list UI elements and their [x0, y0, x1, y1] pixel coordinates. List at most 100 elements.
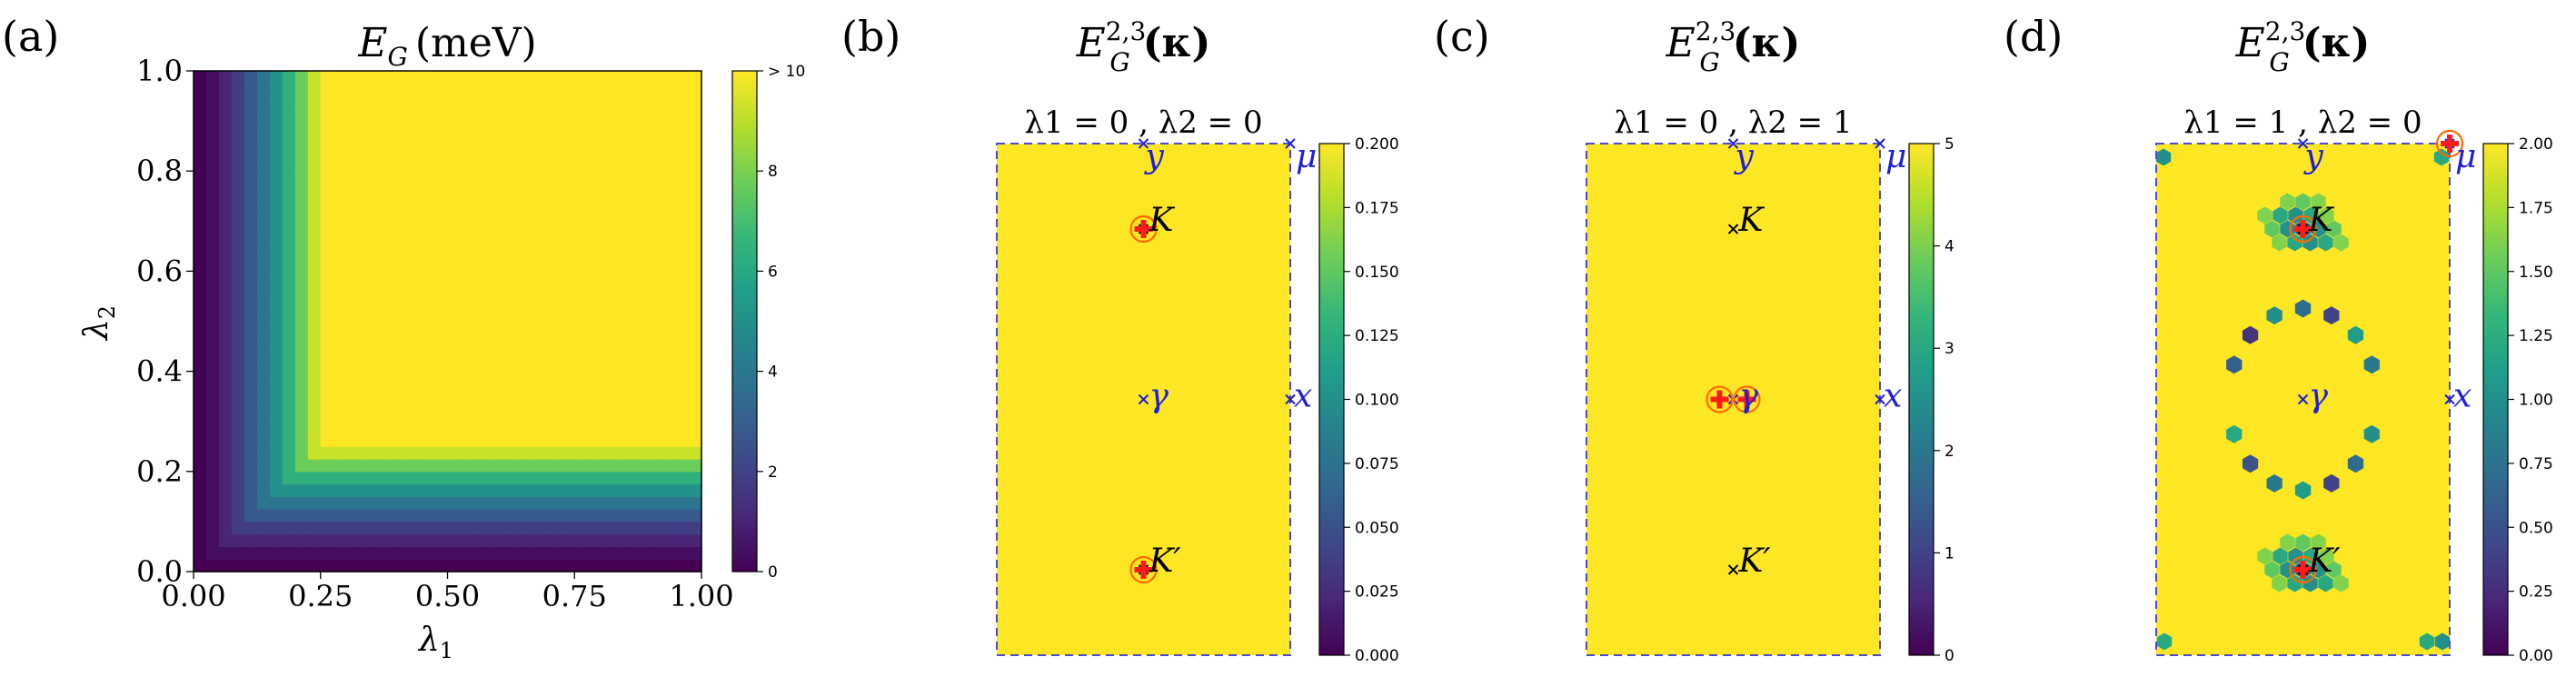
heat-cell	[523, 145, 537, 160]
heat-cell	[320, 195, 334, 210]
heat-cell	[244, 459, 258, 473]
heat-cell	[689, 509, 702, 523]
heat-cell	[689, 321, 702, 334]
hex-cell	[2280, 533, 2295, 552]
heat-cell	[536, 371, 550, 384]
heat-cell	[498, 334, 512, 347]
heat-cell	[194, 121, 207, 134]
heat-cell	[600, 133, 613, 147]
heat-cell	[244, 396, 258, 410]
heat-cell	[307, 396, 322, 410]
heat-cell	[447, 95, 462, 109]
heat-cell	[549, 408, 562, 423]
heat-cell	[574, 533, 588, 548]
heat-cell	[256, 546, 271, 560]
colorbar-tick-label: 0.100	[1355, 392, 1399, 410]
heat-cell	[638, 133, 651, 147]
heat-cell	[194, 208, 207, 222]
heat-cell	[282, 408, 296, 423]
heat-cell	[536, 346, 550, 360]
heat-cell	[307, 546, 322, 560]
heat-cell	[269, 559, 283, 572]
heat-cell	[676, 521, 690, 535]
colorbar-tick-label: 0	[1944, 647, 1954, 665]
heat-cell	[472, 145, 487, 160]
heat-cell	[485, 145, 499, 160]
hex-cell	[2303, 206, 2319, 224]
heat-cell	[218, 559, 233, 572]
heat-cell	[194, 334, 207, 347]
heat-cell	[523, 295, 537, 310]
heat-cell	[689, 71, 702, 85]
heat-cell	[434, 546, 449, 560]
heat-cell	[371, 321, 385, 334]
heat-cell	[562, 358, 575, 373]
heat-cell	[600, 271, 613, 284]
heat-cell	[333, 271, 347, 284]
heat-cell	[574, 71, 588, 85]
heat-cell	[574, 145, 588, 160]
heat-cell	[600, 121, 613, 134]
hex-cell	[2156, 632, 2173, 651]
heat-cell	[269, 221, 283, 234]
heat-cell	[638, 408, 651, 423]
heat-cell	[282, 221, 296, 234]
heat-cell	[205, 471, 220, 485]
heat-cell	[562, 271, 575, 284]
heat-cell	[231, 433, 245, 447]
heat-cell	[600, 346, 613, 360]
heat-cell	[676, 158, 690, 172]
heat-cell	[358, 421, 373, 435]
heat-cell	[638, 258, 651, 273]
heat-cell	[396, 321, 411, 334]
heat-cell	[612, 408, 626, 423]
heat-cell	[218, 496, 233, 510]
heat-cell	[218, 346, 233, 360]
heat-cell	[269, 208, 283, 222]
heat-cell	[574, 195, 588, 210]
heat-cell	[638, 383, 651, 397]
heat-cell	[422, 284, 436, 297]
heat-cell	[460, 158, 474, 172]
heat-cell	[434, 321, 449, 334]
heat-cell	[396, 221, 411, 234]
heat-cell	[523, 509, 537, 523]
heat-cell	[638, 71, 651, 85]
heat-cell	[676, 358, 690, 373]
point-label: μ	[2455, 138, 2476, 175]
heat-cell	[663, 521, 677, 535]
heat-cell	[409, 446, 423, 460]
heat-cell	[205, 433, 220, 447]
heat-cell	[523, 334, 537, 347]
heat-cell	[294, 108, 309, 122]
heat-cell	[282, 258, 296, 273]
heat-cell	[307, 446, 322, 460]
hex-cell	[2242, 454, 2259, 473]
heat-cell	[689, 546, 702, 560]
heat-cell	[383, 371, 398, 384]
heat-cell	[651, 234, 664, 247]
heat-cell	[536, 183, 550, 197]
heat-cell	[612, 195, 626, 210]
heat-cell	[485, 421, 499, 435]
heat-cell	[231, 234, 245, 247]
heat-cell	[689, 533, 702, 548]
heat-cell	[549, 108, 562, 122]
heat-cell	[549, 334, 562, 347]
heat-cell	[511, 145, 524, 160]
heat-cell	[320, 321, 334, 334]
heat-cell	[205, 133, 220, 147]
panel-label-b: (b)	[841, 12, 900, 61]
heat-cell	[587, 271, 601, 284]
heat-cell	[562, 471, 575, 485]
heat-cell	[282, 158, 296, 172]
heat-cell	[307, 245, 322, 260]
heat-cell	[689, 334, 702, 347]
heat-cell	[256, 158, 271, 172]
high-symmetry-point: x	[1875, 378, 1902, 415]
heat-cell	[523, 483, 537, 497]
heat-cell	[422, 321, 436, 334]
nodal-ring	[1706, 385, 1734, 413]
point-marker	[2444, 393, 2455, 405]
heat-cell	[409, 308, 423, 323]
